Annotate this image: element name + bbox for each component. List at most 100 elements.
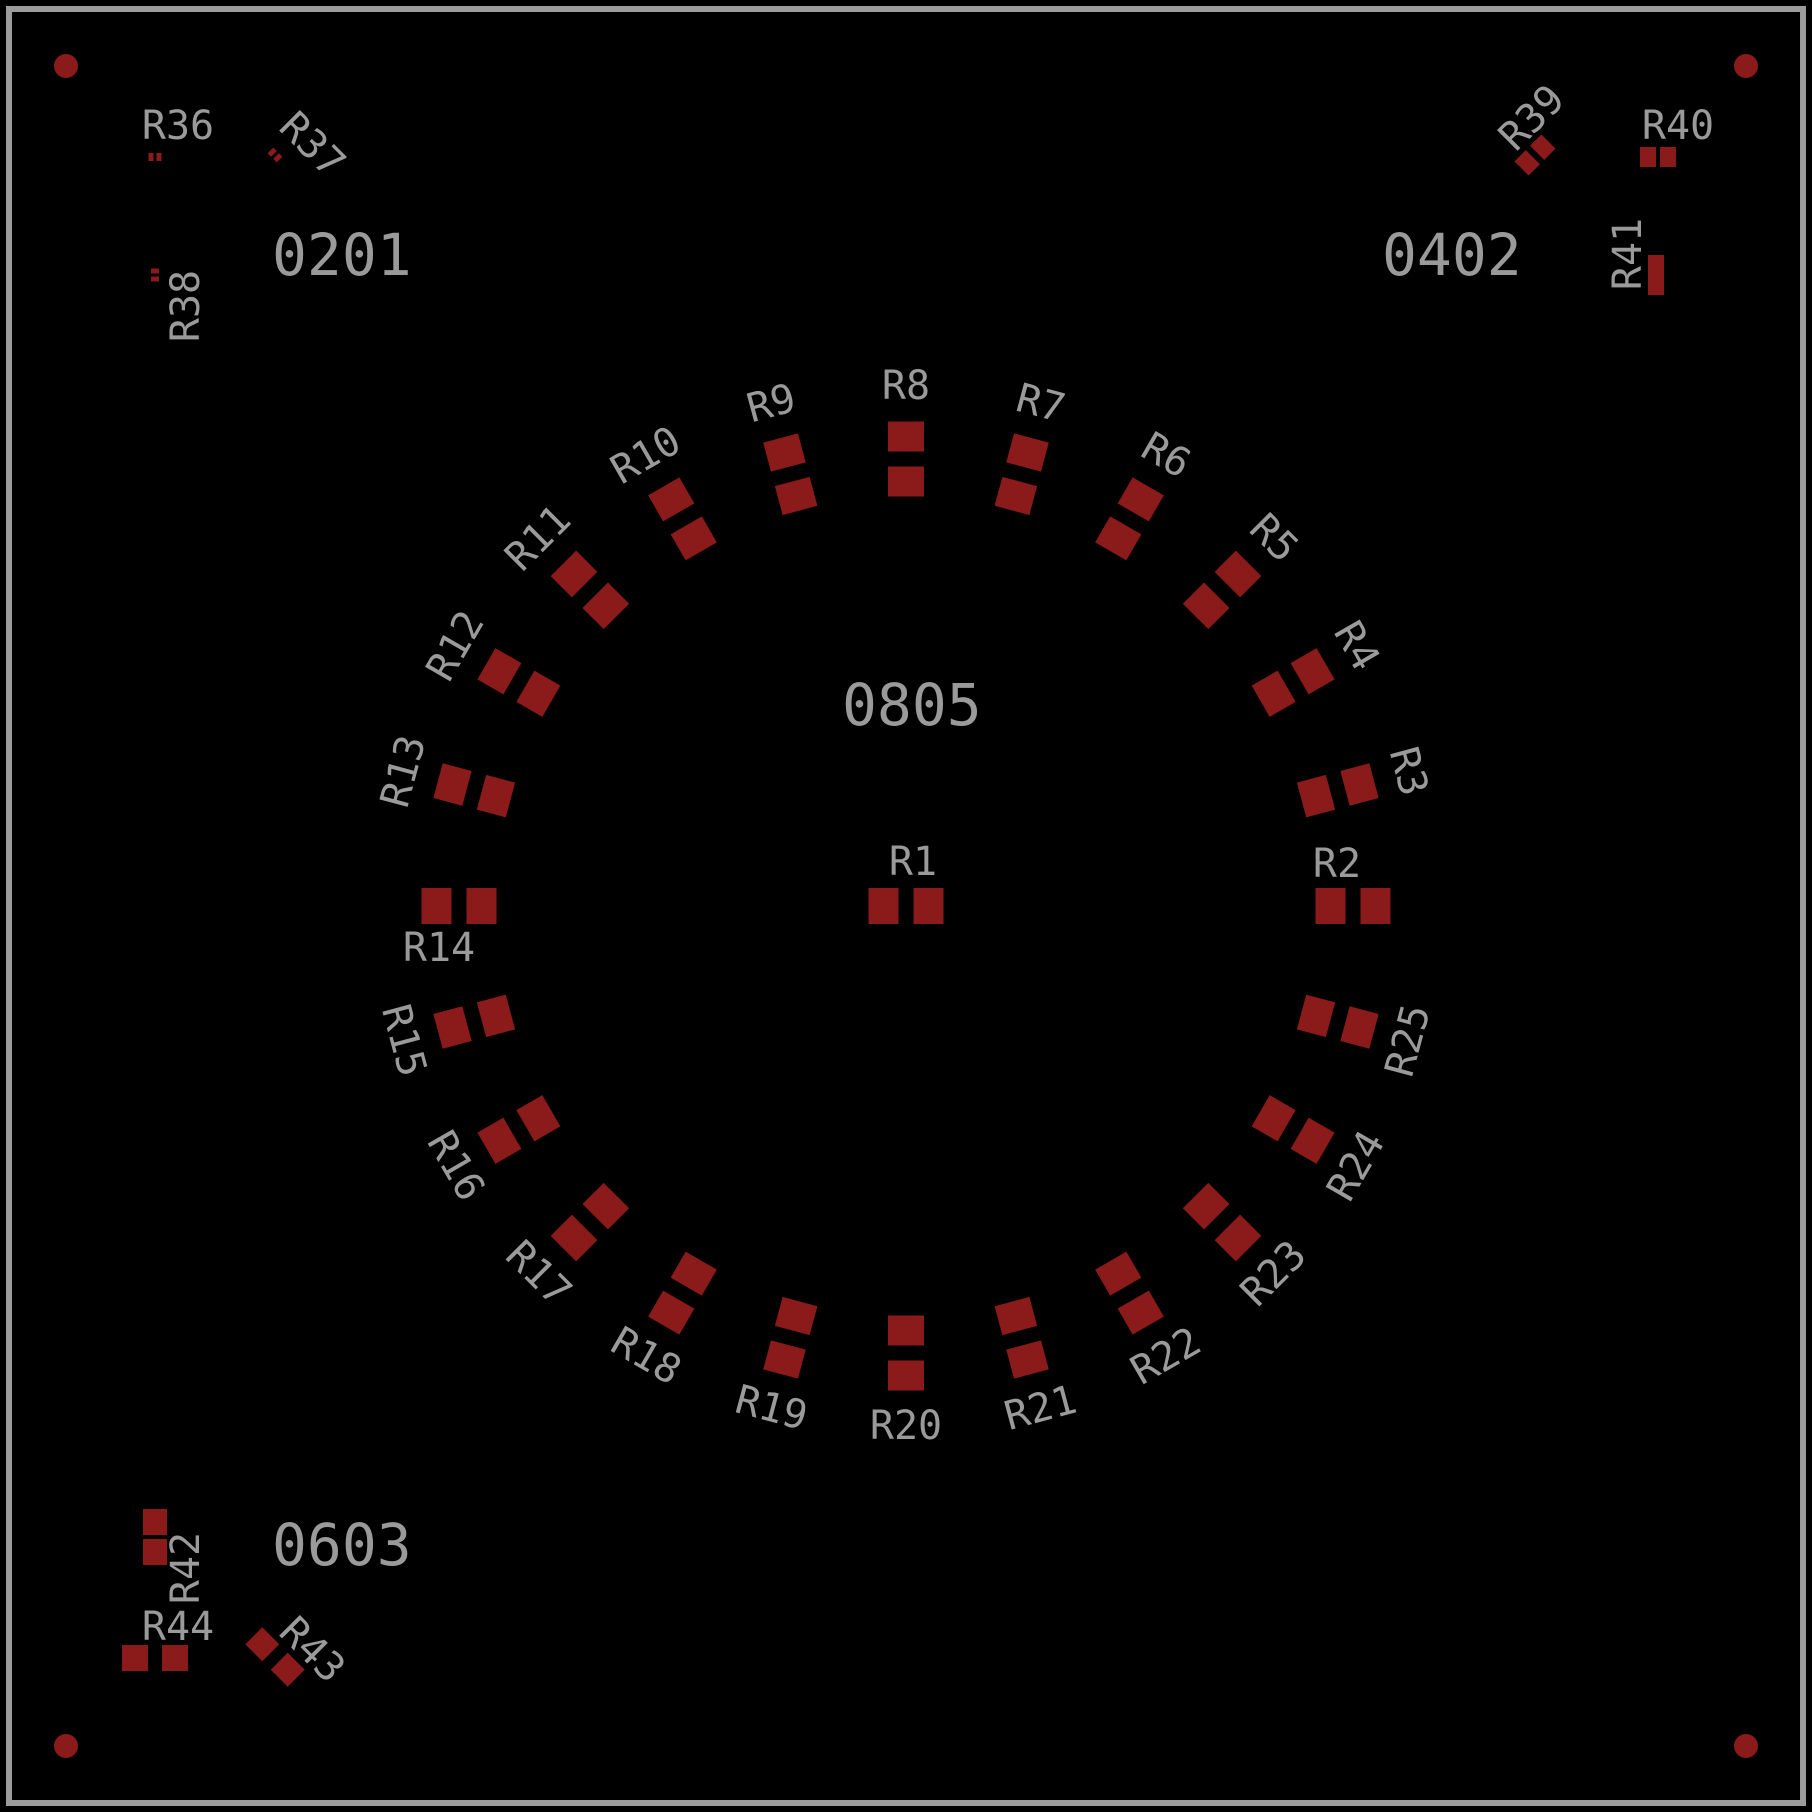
- mounting-hole-bottom-left: [54, 1734, 78, 1758]
- pad-r38-2: [151, 276, 159, 282]
- footprint-r17: [550, 1182, 630, 1262]
- pad-r20-1: [888, 1315, 924, 1346]
- footprint-r19: [763, 1296, 818, 1379]
- footprint-r44: [122, 1645, 188, 1671]
- ref-r40: R40: [1642, 103, 1714, 149]
- pad-r14-1: [466, 888, 497, 924]
- footprint-r25: [1296, 994, 1379, 1049]
- pad-r5-2: [1214, 550, 1262, 598]
- pad-r12-1: [516, 670, 561, 717]
- mounting-hole-bottom-right: [1734, 1734, 1758, 1758]
- footprint-layer: R1 R2R3R4R5R6R7R8R9R10R11R12R13R14R15R16R…: [122, 76, 1714, 1692]
- pad-r6-1: [1095, 516, 1142, 561]
- pad-r12-2: [477, 648, 522, 695]
- pad-r14-2: [421, 888, 452, 924]
- pad-r7-1: [994, 476, 1038, 516]
- pad-r24-1: [1251, 1095, 1296, 1142]
- footprint-r14: [421, 888, 497, 924]
- ref-r8: R8: [882, 363, 930, 409]
- pad-r40-1: [1640, 147, 1656, 167]
- pad-r15-1: [476, 994, 516, 1038]
- pad-r6-2: [1117, 477, 1164, 522]
- ref-r38: R38: [163, 270, 209, 342]
- pad-r19-1: [774, 1296, 818, 1336]
- footprint-r9: [763, 433, 818, 516]
- footprint-r24: [1251, 1095, 1335, 1164]
- ref-r42: R42: [163, 1532, 209, 1604]
- ref-r1: R1: [889, 839, 937, 885]
- pad-r36-2: [156, 153, 162, 161]
- pad-r36-1: [148, 153, 154, 161]
- pad-r11-1: [582, 582, 630, 630]
- footprint-r38: [151, 268, 159, 282]
- pad-r10-2: [648, 477, 695, 522]
- footprint-r41: [1648, 255, 1664, 295]
- pad-r5-1: [1182, 582, 1230, 630]
- pad-r17-1: [582, 1182, 630, 1230]
- pad-r3-2: [1340, 763, 1379, 806]
- size-label-0201: 0201: [272, 221, 412, 289]
- footprint-r6: [1095, 477, 1164, 561]
- pad-r16-1: [516, 1095, 561, 1142]
- pad-r37-1: [267, 147, 277, 157]
- pad-r17-2: [550, 1214, 598, 1262]
- footprint-r11: [550, 550, 630, 630]
- footprint-r21: [994, 1296, 1049, 1379]
- ref-r20: R20: [870, 1403, 942, 1449]
- size-label-0603: 0603: [272, 1511, 412, 1579]
- ref-r2: R2: [1313, 841, 1361, 887]
- footprint-r15: [433, 994, 516, 1049]
- pad-r8-1: [888, 466, 924, 497]
- pad-r1-1: [868, 888, 899, 924]
- footprint-r8: [888, 421, 924, 497]
- footprint-r39: [1514, 134, 1556, 176]
- pad-r15-2: [433, 1006, 472, 1049]
- footprint-r16: [477, 1095, 561, 1164]
- footprint-r12: [477, 648, 561, 717]
- footprint-r36: [148, 153, 162, 161]
- pad-r23-2: [1214, 1214, 1262, 1262]
- pad-r44-1: [122, 1645, 148, 1671]
- size-label-0402: 0402: [1382, 221, 1522, 289]
- footprint-r22: [1095, 1251, 1164, 1335]
- footprint-r23: [1182, 1182, 1262, 1262]
- pad-r41-2: [1648, 275, 1664, 295]
- pad-r42-1: [143, 1509, 167, 1535]
- pad-r44-2: [162, 1645, 188, 1671]
- footprint-r4: [1251, 648, 1335, 717]
- pad-r9-1: [774, 476, 818, 516]
- ref-r44: R44: [142, 1604, 214, 1650]
- pad-r7-2: [1006, 433, 1049, 472]
- size-label-0805: 0805: [842, 671, 982, 739]
- ref-r36: R36: [142, 103, 214, 149]
- footprint-r2: [1315, 888, 1391, 924]
- footprint-r13: [433, 763, 516, 818]
- pad-r4-2: [1290, 648, 1335, 695]
- pad-r8-2: [888, 421, 924, 452]
- footprint-r3: [1296, 763, 1379, 818]
- pad-r18-1: [670, 1251, 717, 1296]
- pad-r39-2: [1530, 134, 1556, 160]
- pad-r21-2: [1006, 1340, 1049, 1379]
- pad-r2-2: [1360, 888, 1391, 924]
- footprint-r20: [888, 1315, 924, 1391]
- pad-r16-2: [477, 1117, 522, 1164]
- pad-r25-1: [1296, 994, 1336, 1038]
- ref-r41: R41: [1605, 218, 1651, 290]
- footprint-r42: [143, 1509, 167, 1565]
- pad-r39-1: [1514, 150, 1540, 176]
- footprint-r7: [994, 433, 1049, 516]
- pad-r40-2: [1660, 147, 1676, 167]
- pad-r2-1: [1315, 888, 1346, 924]
- pad-r13-1: [476, 774, 516, 818]
- footprint-r18: [648, 1251, 717, 1335]
- ref-r14: R14: [403, 925, 475, 971]
- pad-r4-1: [1251, 670, 1296, 717]
- footprint-r40: [1640, 147, 1676, 167]
- pad-r22-2: [1117, 1290, 1164, 1335]
- pad-r1-2: [913, 888, 944, 924]
- footprint-r10: [648, 477, 717, 561]
- pad-r13-2: [433, 763, 472, 806]
